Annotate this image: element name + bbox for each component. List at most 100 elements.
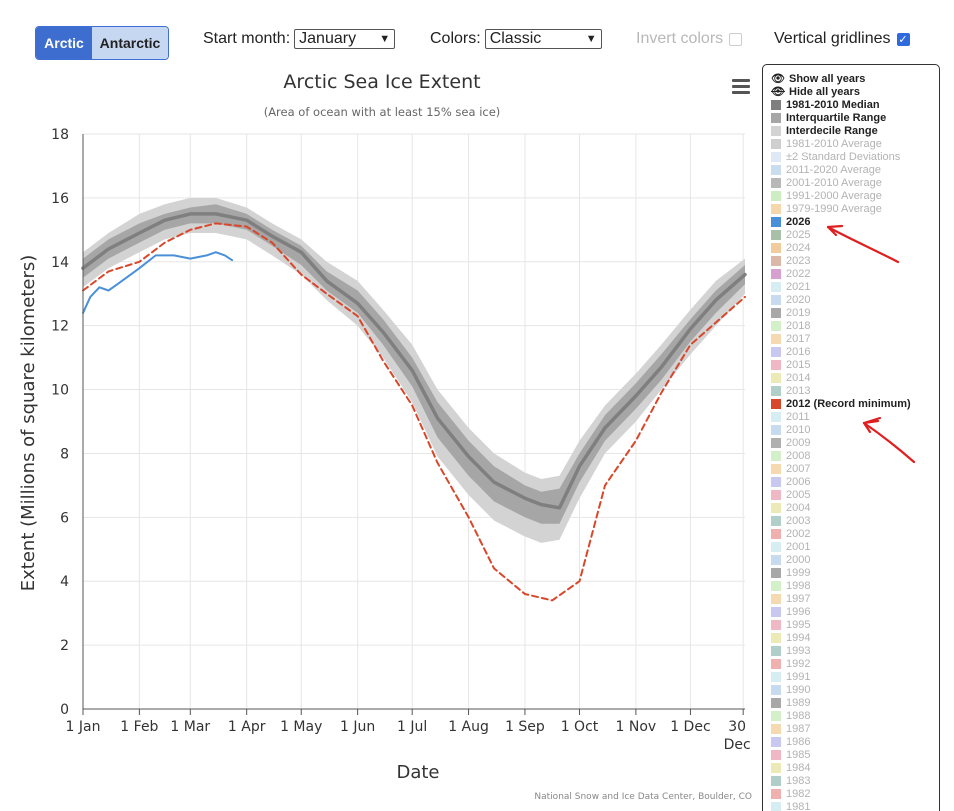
invert-colors-control: Invert colors bbox=[636, 28, 743, 50]
legend-item[interactable]: 2014 bbox=[771, 371, 810, 384]
legend-item[interactable]: 1981-2010 Median bbox=[771, 98, 880, 111]
y-tick-label: 12 bbox=[51, 319, 69, 335]
legend-label: Interquartile Range bbox=[786, 111, 887, 124]
legend-label: 1985 bbox=[786, 748, 811, 761]
legend-label: 1990 bbox=[786, 683, 811, 696]
legend-item[interactable]: 1989 bbox=[771, 696, 810, 709]
legend-item[interactable]: 2025 bbox=[771, 228, 810, 241]
legend-item[interactable]: 2003 bbox=[771, 514, 810, 527]
legend-item[interactable]: 2016 bbox=[771, 345, 810, 358]
legend-swatch bbox=[771, 216, 781, 227]
legend-item[interactable]: 2004 bbox=[771, 501, 810, 514]
legend-item[interactable]: Interdecile Range bbox=[771, 124, 878, 137]
legend-item[interactable]: 1979-1990 Average bbox=[771, 202, 882, 215]
legend-swatch bbox=[771, 242, 781, 253]
legend-item[interactable]: 2023 bbox=[771, 254, 810, 267]
legend-label: 2016 bbox=[786, 345, 811, 358]
legend-item[interactable]: 2018 bbox=[771, 319, 810, 332]
legend-swatch bbox=[771, 385, 781, 396]
legend-item[interactable]: Interquartile Range bbox=[771, 111, 886, 124]
interquartile-band bbox=[83, 204, 745, 524]
legend-label: 2018 bbox=[786, 319, 811, 332]
x-tick-label: 1 Feb bbox=[120, 719, 158, 735]
legend-item[interactable]: 2020 bbox=[771, 293, 810, 306]
legend-item[interactable]: 1997 bbox=[771, 592, 810, 605]
hide-all-years-button[interactable]: 👁 Hide all years bbox=[771, 85, 860, 99]
hemisphere-toggle: Arctic Antarctic bbox=[35, 26, 169, 60]
chevron-down-icon: ▼ bbox=[379, 33, 391, 45]
legend-swatch bbox=[771, 593, 781, 604]
legend-item[interactable]: 1992 bbox=[771, 657, 810, 670]
legend-item[interactable]: 2015 bbox=[771, 358, 810, 371]
legend-item[interactable]: 1983 bbox=[771, 774, 810, 787]
legend-item[interactable]: 1991-2000 Average bbox=[771, 189, 882, 202]
legend-item[interactable]: 1995 bbox=[771, 618, 810, 631]
legend-swatch bbox=[771, 255, 781, 266]
legend-item[interactable]: 1994 bbox=[771, 631, 810, 644]
legend-swatch bbox=[771, 99, 781, 110]
chart-subtitle: (Area of ocean with at least 15% sea ice… bbox=[264, 105, 501, 119]
legend-label: 1986 bbox=[786, 735, 811, 748]
x-tick-label: 1 May bbox=[280, 719, 322, 735]
legend-item[interactable]: 1990 bbox=[771, 683, 810, 696]
legend-swatch bbox=[771, 710, 781, 721]
legend-item[interactable]: 2013 bbox=[771, 384, 810, 397]
legend-swatch bbox=[771, 788, 781, 799]
legend-item[interactable]: 1986 bbox=[771, 735, 810, 748]
legend-item[interactable]: 2011-2020 Average bbox=[771, 163, 881, 176]
legend-item[interactable]: 2001 bbox=[771, 540, 810, 553]
legend-item[interactable]: 2024 bbox=[771, 241, 810, 254]
legend-item[interactable]: 2012 (Record minimum) bbox=[771, 397, 911, 410]
chart-menu-icon[interactable] bbox=[732, 79, 750, 97]
legend-item[interactable]: ±2 Standard Deviations bbox=[771, 150, 900, 163]
legend-item[interactable]: 2002 bbox=[771, 527, 810, 540]
legend-item[interactable]: 2000 bbox=[771, 553, 810, 566]
y-tick-label: 2 bbox=[60, 638, 69, 654]
legend-item[interactable]: 2019 bbox=[771, 306, 810, 319]
start-month-select[interactable]: January ▼ bbox=[294, 29, 396, 49]
legend-label: 2001 bbox=[786, 540, 811, 553]
vertical-gridlines-checkbox[interactable]: ✓ bbox=[896, 32, 910, 46]
legend-swatch bbox=[771, 489, 781, 500]
legend-item[interactable]: 2017 bbox=[771, 332, 810, 345]
chart-title: Arctic Sea Ice Extent bbox=[283, 71, 480, 93]
legend-swatch bbox=[771, 268, 781, 279]
legend-label: 2011-2020 Average bbox=[786, 163, 882, 176]
legend-item[interactable]: 1981-2010 Average bbox=[771, 137, 882, 150]
legend-item[interactable]: 1982 bbox=[771, 787, 810, 800]
invert-colors-checkbox[interactable] bbox=[729, 32, 743, 46]
arctic-button[interactable]: Arctic bbox=[36, 27, 92, 59]
x-tick-label: 1 Apr bbox=[228, 719, 266, 735]
legend-item[interactable]: 1999 bbox=[771, 566, 810, 579]
show-all-years-button[interactable]: 👁 Show all years bbox=[771, 72, 865, 86]
legend-item[interactable]: 2026 bbox=[771, 215, 810, 228]
legend-label: 1979-1990 Average bbox=[786, 202, 882, 215]
legend-label: 1983 bbox=[786, 774, 811, 787]
legend-item[interactable]: 2022 bbox=[771, 267, 810, 280]
legend-label: 2009 bbox=[786, 436, 811, 449]
legend-item[interactable]: 1985 bbox=[771, 748, 810, 761]
legend-item[interactable]: 2009 bbox=[771, 436, 810, 449]
legend-item[interactable]: 1991 bbox=[771, 670, 810, 683]
legend-item[interactable]: 2010 bbox=[771, 423, 810, 436]
legend-item[interactable]: 2007 bbox=[771, 462, 810, 475]
y-axis-label: Extent (Millions of square kilometers) bbox=[18, 255, 39, 592]
legend-item[interactable]: 2021 bbox=[771, 280, 810, 293]
legend-item[interactable]: 1993 bbox=[771, 644, 810, 657]
legend-item[interactable]: 1988 bbox=[771, 709, 810, 722]
legend-item[interactable]: 1996 bbox=[771, 605, 810, 618]
legend-item[interactable]: 2005 bbox=[771, 488, 810, 501]
legend-item[interactable]: 1984 bbox=[771, 761, 810, 774]
legend-item[interactable]: 1981 bbox=[771, 800, 810, 811]
legend-item[interactable]: 2006 bbox=[771, 475, 810, 488]
y-tick-label: 4 bbox=[60, 574, 69, 590]
legend-item[interactable]: 1998 bbox=[771, 579, 810, 592]
antarctic-button[interactable]: Antarctic bbox=[92, 27, 168, 59]
legend-item[interactable]: 1987 bbox=[771, 722, 810, 735]
colors-select[interactable]: Classic ▼ bbox=[484, 29, 602, 49]
legend-swatch bbox=[771, 359, 781, 370]
legend-item[interactable]: 2001-2010 Average bbox=[771, 176, 882, 189]
legend-item[interactable]: 2011 bbox=[771, 410, 810, 423]
legend-label: 1999 bbox=[786, 566, 811, 579]
legend-item[interactable]: 2008 bbox=[771, 449, 810, 462]
